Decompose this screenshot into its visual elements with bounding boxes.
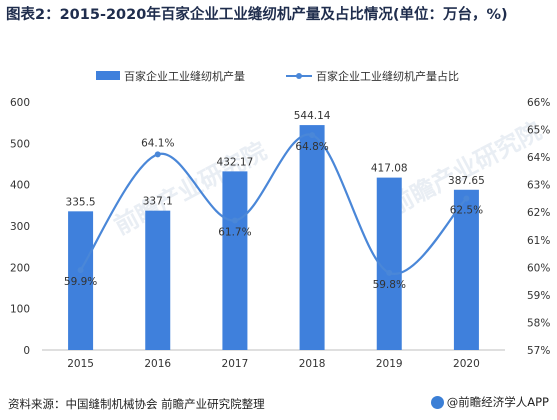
brand-logo-icon bbox=[430, 395, 444, 409]
y-left-tick-label: 500 bbox=[10, 138, 30, 150]
y-right-tick-label: 65% bbox=[527, 125, 550, 137]
share-line bbox=[79, 133, 468, 275]
brand-text: @前瞻经济学人APP bbox=[446, 395, 549, 409]
bar-value-label: 432.17 bbox=[217, 156, 254, 168]
legend-bar-label: 百家企业工业缝纫机产量 bbox=[124, 69, 245, 83]
x-tick-label: 2019 bbox=[376, 358, 403, 370]
y-left-tick-label: 200 bbox=[10, 262, 30, 274]
y-left-tick-label: 0 bbox=[23, 345, 30, 357]
x-tick-label: 2015 bbox=[67, 358, 94, 370]
share-point-2017 bbox=[231, 217, 238, 224]
bar-2016 bbox=[145, 210, 171, 350]
source-note: 资料来源：中国缝制机械协会 前瞻产业研究院整理 bbox=[8, 397, 265, 411]
bar-2020 bbox=[453, 189, 479, 350]
y-left-tick-label: 600 bbox=[10, 97, 30, 109]
y-right-tick-label: 64% bbox=[527, 152, 550, 164]
share-point-2020 bbox=[463, 195, 470, 202]
bar-value-label: 337.1 bbox=[143, 196, 173, 208]
y-right-tick-label: 59% bbox=[527, 290, 550, 302]
line-value-label: 64.1% bbox=[141, 137, 174, 149]
line-value-label: 59.8% bbox=[373, 279, 406, 291]
y-right-tick-label: 57% bbox=[527, 345, 550, 357]
y-right-tick-label: 66% bbox=[527, 97, 550, 109]
bar-value-label: 417.08 bbox=[371, 163, 408, 175]
chart-title: 图表2：2015-2020年百家企业工业缝纫机产量及占比情况(单位：万台，%) bbox=[6, 7, 508, 23]
y-right-tick-label: 62% bbox=[527, 207, 550, 219]
legend-bar-swatch bbox=[96, 71, 120, 80]
y-right-tick-label: 63% bbox=[527, 180, 550, 192]
line-value-label: 61.7% bbox=[218, 226, 251, 238]
x-tick-label: 2016 bbox=[144, 358, 171, 370]
line-value-label: 62.5% bbox=[450, 204, 483, 216]
line-value-label: 64.8% bbox=[295, 141, 328, 153]
y-left-tick-label: 100 bbox=[10, 304, 30, 316]
share-point-2018 bbox=[309, 132, 316, 139]
bar-value-label: 544.14 bbox=[294, 110, 331, 122]
brand-mark: @前瞻经济学人APP bbox=[430, 394, 549, 410]
share-point-2016 bbox=[154, 151, 161, 158]
x-tick-label: 2018 bbox=[299, 358, 326, 370]
y-right-tick-label: 58% bbox=[527, 317, 550, 329]
bar-2015 bbox=[68, 211, 94, 350]
bar-value-label: 387.65 bbox=[448, 175, 485, 187]
x-tick-label: 2020 bbox=[453, 358, 480, 370]
bar-2018 bbox=[299, 125, 325, 350]
y-left-tick-label: 300 bbox=[10, 221, 30, 233]
bar-value-label: 335.5 bbox=[66, 196, 96, 208]
share-point-2019 bbox=[386, 269, 393, 276]
bar-2017 bbox=[222, 171, 248, 350]
legend-line-marker bbox=[296, 73, 302, 79]
share-point-2015 bbox=[77, 267, 84, 274]
y-left-tick-label: 400 bbox=[10, 180, 30, 192]
x-tick-label: 2017 bbox=[222, 358, 249, 370]
line-value-label: 59.9% bbox=[64, 276, 97, 288]
legend-line-label: 百家企业工业缝纫机产量占比 bbox=[316, 69, 459, 83]
y-right-tick-label: 60% bbox=[527, 262, 550, 274]
y-right-tick-label: 61% bbox=[527, 235, 550, 247]
bar-2019 bbox=[376, 177, 402, 350]
